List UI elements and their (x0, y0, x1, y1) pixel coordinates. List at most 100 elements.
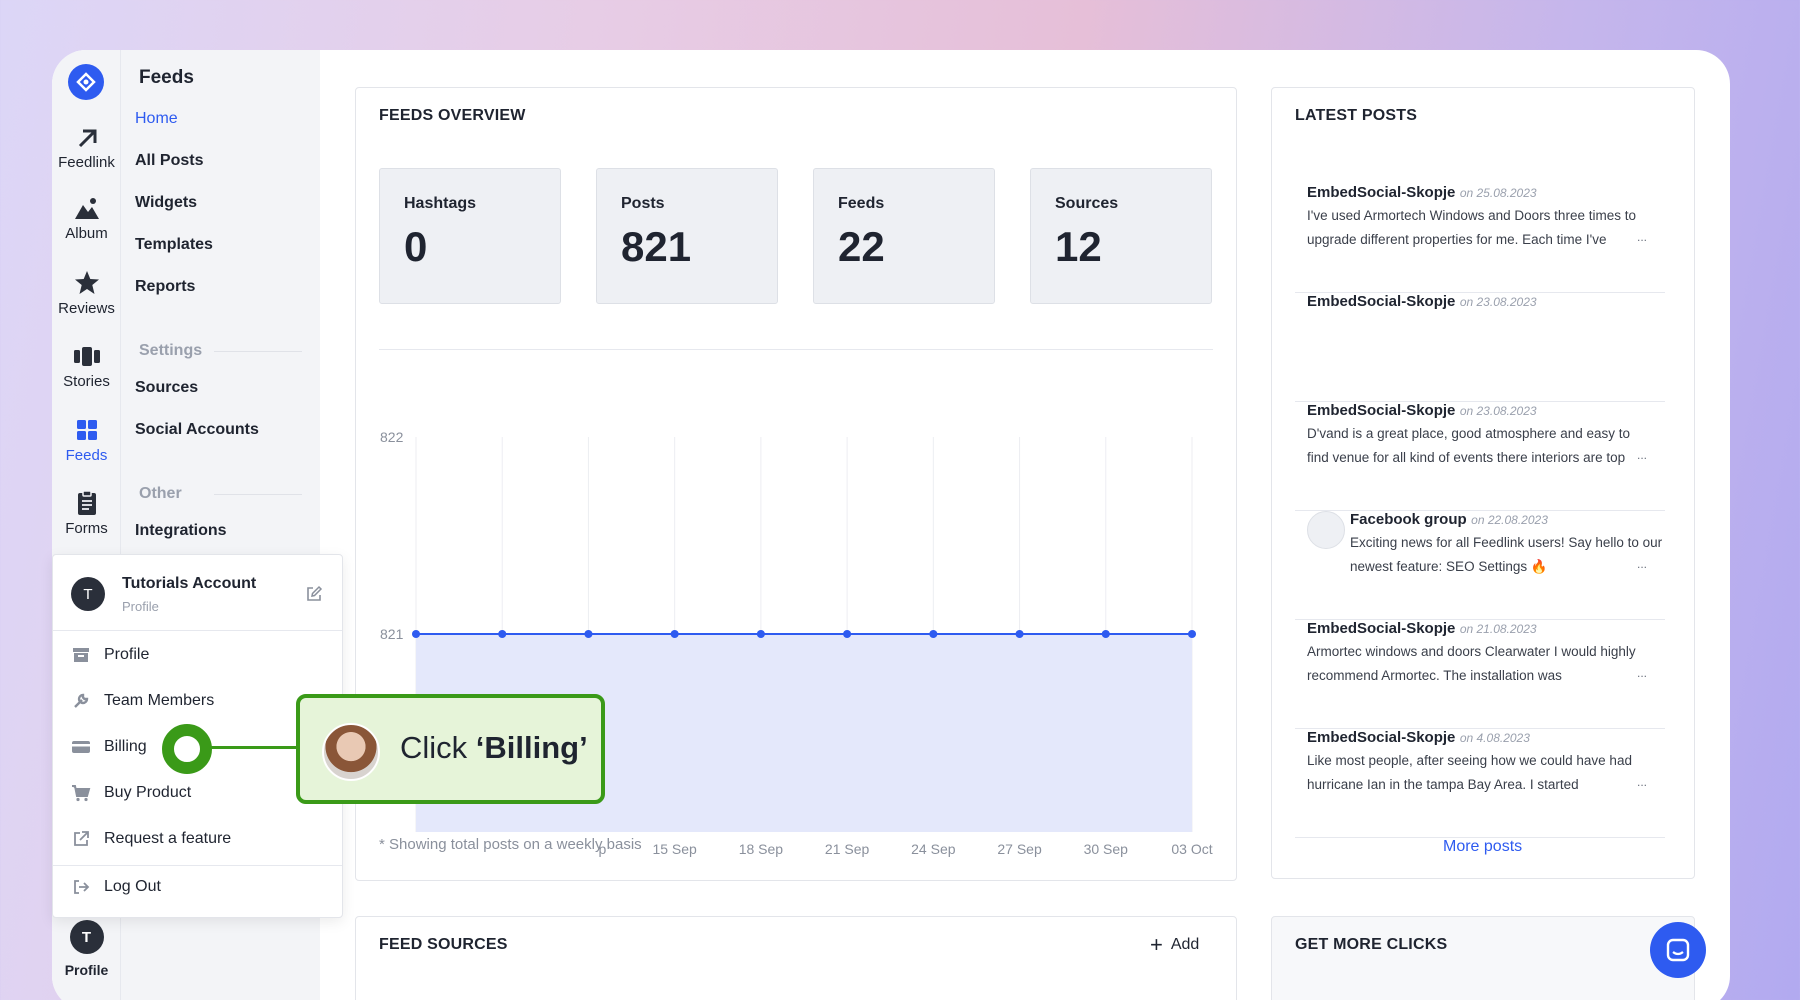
rail-item-stories[interactable]: Stories (52, 341, 121, 390)
submenu-social-accounts[interactable]: Social Accounts (135, 421, 259, 438)
app-logo[interactable] (68, 64, 104, 100)
feed-sources-card (355, 916, 1237, 1000)
stat-label: Hashtags (404, 195, 477, 212)
post-excerpt: Armortec windows and doors Clearwater I … (1307, 644, 1636, 683)
latest-posts-card (1271, 87, 1695, 879)
stat-value: 821 (621, 223, 692, 270)
post-item[interactable]: EmbedSocial-Skopje on 4.08.2023 Like most… (1295, 729, 1665, 838)
submenu-settings-heading: Settings (139, 342, 303, 359)
post-author: EmbedSocial-Skopje (1307, 293, 1456, 310)
post-author: Facebook group (1350, 511, 1467, 528)
rail-item-forms[interactable]: Forms (52, 488, 121, 537)
post-item[interactable]: EmbedSocial-Skopje on 23.08.2023 D'vand i… (1295, 402, 1665, 511)
post-more-dots: ... (1636, 775, 1647, 789)
chart-y-tick: 822 (380, 429, 404, 445)
external-link-icon (74, 831, 89, 846)
dropdown-item-label: Buy Product (104, 784, 192, 801)
chart-footnote: * Showing total posts on a weekly basis (379, 836, 642, 853)
rail-label: Forms (65, 520, 108, 537)
rail-profile[interactable]: T Profile (52, 920, 121, 978)
post-date: on 23.08.2023 (1459, 295, 1537, 309)
chart-x-tick: 30 Sep (1084, 841, 1129, 857)
dropdown-item-request-feature[interactable]: Request a feature (70, 827, 231, 851)
post-item[interactable]: EmbedSocial-Skopje on 21.08.2023 Armortec… (1295, 620, 1665, 729)
rail-item-reviews[interactable]: Reviews (52, 268, 121, 317)
chat-support-button[interactable] (1650, 922, 1706, 978)
chart-point (929, 630, 938, 638)
chart-x-tick: p (599, 841, 607, 857)
chart-point (1188, 630, 1196, 638)
dropdown-item-label: Team Members (104, 692, 215, 709)
rail-label: Feedlink (58, 154, 115, 171)
wrench-icon (74, 693, 89, 708)
stat-posts: Posts 821 (596, 168, 778, 304)
avatar-initial: T (81, 928, 92, 946)
edit-icon[interactable] (305, 585, 323, 603)
stat-label: Posts (621, 195, 665, 212)
add-source-button[interactable]: + Add (1150, 932, 1199, 957)
chart-point (498, 630, 507, 638)
submenu-home[interactable]: Home (135, 110, 178, 127)
credit-card-icon (72, 741, 90, 753)
account-avatar: T (71, 577, 105, 611)
rail-profile-label: Profile (64, 962, 109, 978)
stat-label: Feeds (838, 195, 885, 212)
chart-x-tick: 03 Oct (1171, 841, 1212, 857)
chart-y-tick: 821 (380, 626, 404, 642)
archive-icon (73, 648, 89, 662)
feed-sources-title: FEED SOURCES (379, 936, 508, 953)
dropdown-item-team-members[interactable]: Team Members (70, 689, 214, 713)
submenu-reports[interactable]: Reports (135, 278, 196, 295)
submenu-templates[interactable]: Templates (135, 236, 213, 253)
app-window: Feedlink Album Reviews Stories (52, 50, 1730, 1000)
dropdown-header: T Tutorials Account Profile (53, 555, 342, 631)
stat-value: 22 (838, 223, 885, 270)
post-excerpt: I've used Armortech Windows and Doors th… (1307, 208, 1636, 247)
dropdown-item-billing[interactable]: Billing (70, 735, 147, 759)
post-more-dots: ... (1636, 230, 1647, 244)
callout-connector (208, 746, 296, 749)
submenu-widgets[interactable]: Widgets (135, 194, 198, 211)
post-more-dots: ... (1636, 448, 1647, 462)
chart-point (1015, 630, 1024, 638)
cart-icon (72, 785, 91, 802)
dropdown-item-buy-product[interactable]: Buy Product (70, 781, 191, 805)
rail-label: Album (65, 225, 108, 242)
post-author: EmbedSocial-Skopje (1307, 620, 1456, 637)
submenu-all-posts[interactable]: All Posts (135, 152, 204, 169)
avatar-initial: T (83, 585, 93, 603)
more-posts-link[interactable]: More posts (1443, 838, 1523, 855)
chart-point (412, 630, 420, 638)
rail-item-feedlink[interactable]: Feedlink (52, 122, 121, 171)
post-item[interactable]: EmbedSocial-Skopje on 25.08.2023 I've use… (1295, 184, 1665, 293)
submenu-title: Feeds (139, 67, 194, 88)
dropdown-item-label: Profile (104, 646, 150, 663)
post-author: EmbedSocial-Skopje (1307, 402, 1456, 419)
dropdown-divider (53, 865, 342, 866)
post-date: on 25.08.2023 (1459, 186, 1537, 200)
post-item[interactable]: Facebook group on 22.08.2023 Exciting new… (1295, 511, 1665, 620)
rail-item-feeds[interactable]: Feeds (52, 415, 121, 464)
chart-point (843, 630, 852, 638)
rail-label: Stories (63, 373, 110, 390)
submenu-integrations[interactable]: Integrations (135, 522, 227, 539)
guide-avatar (322, 723, 380, 781)
feeds-overview-title: FEEDS OVERVIEW (379, 107, 526, 124)
post-date: on 21.08.2023 (1459, 622, 1537, 636)
plus-icon: + (1150, 932, 1163, 957)
submenu-sources[interactable]: Sources (135, 379, 199, 396)
dropdown-item-profile[interactable]: Profile (70, 643, 149, 667)
post-date: on 23.08.2023 (1459, 404, 1537, 418)
overview-divider (379, 349, 1213, 350)
star-icon (74, 271, 99, 294)
posts-area-chart: 822 821 p 15 Sep 18 Sep 21 Sep 24 Sep 27 Sep 30 … (380, 429, 1213, 857)
post-item[interactable]: EmbedSocial-Skopje on 23.08.2023 (1295, 293, 1665, 402)
get-more-clicks-card (1271, 916, 1695, 1000)
stat-label: Sources (1055, 195, 1119, 212)
callout-target-dot (162, 724, 212, 774)
post-excerpt: Like most people, after seeing how we co… (1307, 753, 1632, 792)
dropdown-item-logout[interactable]: Log Out (70, 875, 161, 899)
stat-hashtags: Hashtags 0 (379, 168, 561, 304)
rail-item-album[interactable]: Album (52, 193, 121, 242)
tutorial-callout: Click ‘Billing’ (296, 694, 605, 804)
